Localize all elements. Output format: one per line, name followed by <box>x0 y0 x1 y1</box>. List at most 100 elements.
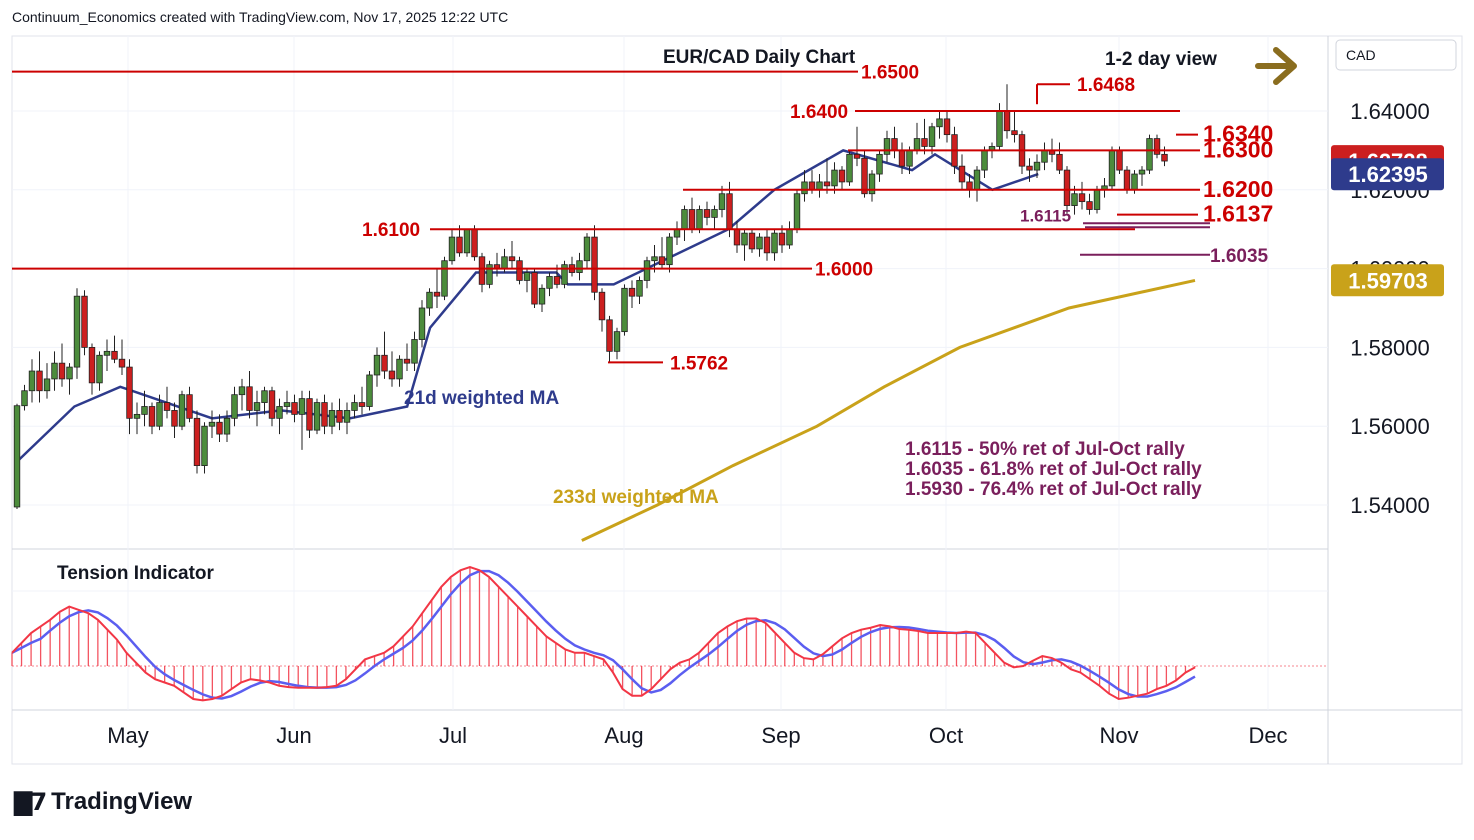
candle-body <box>838 169 846 183</box>
candle-body <box>418 307 426 340</box>
candle <box>471 225 478 261</box>
candle-body <box>673 228 681 238</box>
candle <box>201 422 208 474</box>
candle-body <box>21 390 28 407</box>
candle-body <box>883 138 891 155</box>
candle <box>208 410 216 439</box>
candle <box>681 205 688 242</box>
candle <box>328 402 336 435</box>
candle <box>711 205 718 230</box>
candle-body <box>1146 138 1153 171</box>
candle <box>853 126 861 167</box>
candle <box>1056 142 1063 175</box>
candle-body <box>906 149 913 167</box>
candle <box>343 402 351 435</box>
candle <box>13 403 21 509</box>
candle <box>1018 130 1026 175</box>
candle-body <box>936 118 943 128</box>
candle-body <box>831 169 838 187</box>
candle-body <box>666 236 673 266</box>
candle <box>1138 166 1146 186</box>
candle-body <box>943 118 951 136</box>
x-tick-label: Dec <box>1248 723 1287 748</box>
x-tick-label: Oct <box>929 723 963 748</box>
candle <box>846 150 853 186</box>
tradingview-logo-text: TradingView <box>51 788 193 815</box>
fib-note: 1.6035 - 61.8% ret of Jul-Oct rally <box>905 459 1202 480</box>
candle-body <box>433 291 441 297</box>
candle-body <box>981 149 988 171</box>
candle <box>531 268 538 308</box>
candle <box>703 201 711 226</box>
level-label: 1.5762 <box>670 353 728 374</box>
candle-body <box>1108 149 1116 187</box>
candle-body <box>546 276 553 289</box>
candle-body <box>126 366 133 419</box>
candle <box>43 363 51 399</box>
candle-body <box>291 402 298 415</box>
candle-body <box>876 153 883 175</box>
candle-body <box>186 394 193 419</box>
candle <box>786 221 793 249</box>
candle <box>81 290 88 356</box>
candle-body <box>703 209 711 218</box>
candle <box>628 280 636 308</box>
candle-body <box>208 421 216 427</box>
candle-body <box>306 398 313 431</box>
candle-body <box>996 110 1003 147</box>
currency-box <box>1335 39 1457 71</box>
candle <box>118 339 126 375</box>
candle <box>771 229 778 261</box>
candle <box>231 386 238 427</box>
candle <box>748 229 756 253</box>
candle <box>441 256 448 301</box>
tradingview-logo[interactable]: ▇7 TradingView <box>14 788 192 816</box>
candle <box>246 371 253 419</box>
candle <box>561 260 568 289</box>
candle <box>418 300 426 348</box>
x-tick-label: Jul <box>439 723 467 748</box>
candle <box>891 126 898 159</box>
level-label: 1.6035 <box>1210 246 1269 267</box>
candle <box>973 166 981 202</box>
candle-body <box>216 421 223 435</box>
candle-body <box>441 260 448 297</box>
candle <box>1078 181 1086 210</box>
candle-body <box>313 402 321 431</box>
price-badge-label: 1.62395 <box>1348 162 1428 187</box>
candle <box>261 386 268 415</box>
chart-title: EUR/CAD Daily Chart <box>663 47 856 68</box>
candle <box>96 351 103 391</box>
candle <box>546 272 553 297</box>
candle-body <box>268 390 276 419</box>
candle-body <box>636 280 643 297</box>
candle-body <box>201 425 208 467</box>
tension-slow-line <box>11 569 1196 700</box>
candle-body <box>1071 193 1078 206</box>
candle-body <box>643 260 651 281</box>
candle-body <box>801 181 808 195</box>
candle <box>1011 111 1018 143</box>
candle-body <box>591 236 598 293</box>
candle-body <box>261 390 268 403</box>
candle <box>141 390 148 427</box>
candle <box>178 390 186 431</box>
candle <box>1041 142 1048 171</box>
candle <box>163 386 171 419</box>
candle <box>351 394 358 419</box>
candle-body <box>13 405 21 508</box>
candle <box>741 229 748 261</box>
candle-body <box>561 264 568 285</box>
candle <box>658 237 666 269</box>
level-label: 1.6300 <box>1203 136 1273 162</box>
candle <box>21 384 28 411</box>
candle-body <box>388 370 396 380</box>
candle-body <box>853 153 861 159</box>
candle-body <box>846 153 853 183</box>
candle-body <box>358 402 366 407</box>
candle <box>958 154 966 190</box>
candle <box>643 256 651 289</box>
x-tick-label: Aug <box>604 723 643 748</box>
candle-body <box>193 417 201 467</box>
